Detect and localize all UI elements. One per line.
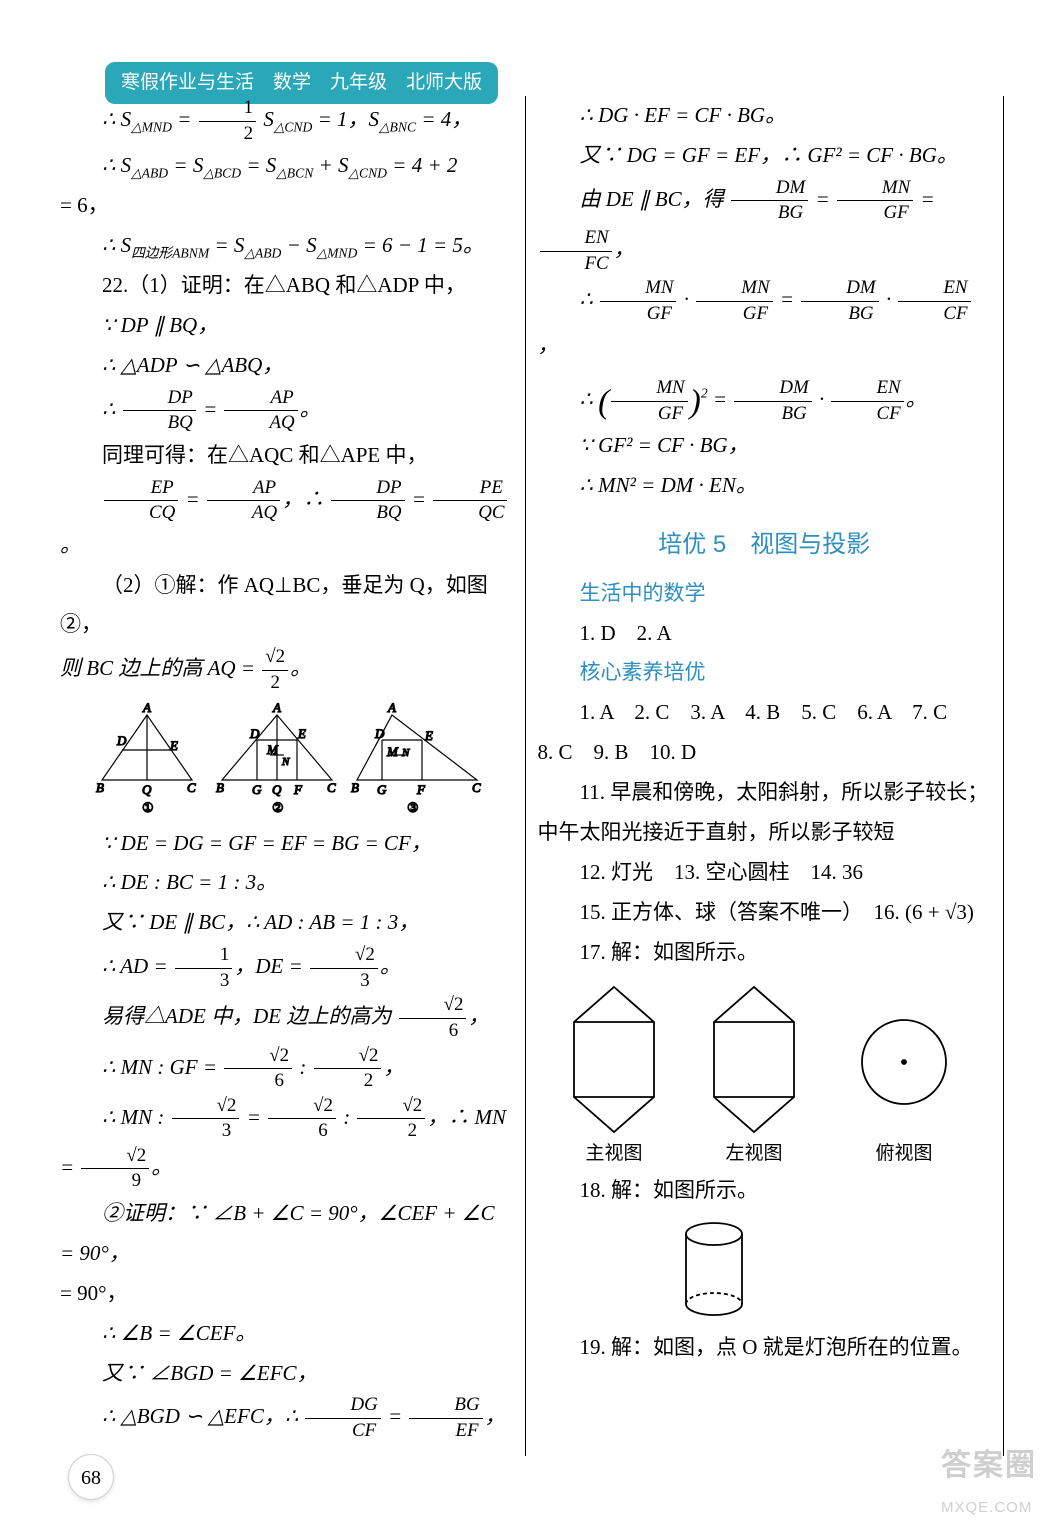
line: 18. 解：如图所示。: [538, 1171, 992, 1211]
line: ∴ DE : BC = 1 : 3。: [60, 863, 514, 903]
svg-text:D: D: [116, 733, 127, 748]
line: ∴ DG · EF = CF · BG。: [538, 96, 992, 136]
svg-text:E: E: [297, 726, 306, 741]
line: ∴ S△ABD = S△BCD = S△BCN + S△CND = 4 + 2: [60, 146, 514, 186]
line: 8. C 9. B 10. D: [538, 733, 992, 773]
svg-text:③: ③: [407, 800, 419, 815]
line: ∴ ∠B = ∠CEF。: [60, 1314, 514, 1354]
line: ∴ DPBQ = APAQ。: [60, 386, 514, 436]
views-figure: 主视图 左视图 俯视图: [544, 977, 984, 1167]
line: ∴ MN : GF = √26 : √22，: [60, 1044, 514, 1094]
svg-text:M: M: [266, 742, 279, 757]
line: 由 DE ∥ BC，得 DMBG = MNGF = ENFC，: [538, 176, 992, 276]
svg-text:左视图: 左视图: [726, 1142, 783, 1164]
line: 又∵ DG = GF = EF，∴ GF² = CF · BG。: [538, 136, 992, 176]
line: 12. 灯光 13. 空心圆柱 14. 36: [538, 853, 992, 893]
svg-text:M: M: [386, 744, 399, 759]
svg-text:A: A: [142, 700, 151, 715]
svg-text:F: F: [293, 782, 303, 797]
line: = 6，: [60, 186, 514, 226]
svg-text:C: C: [327, 780, 336, 795]
svg-text:G: G: [252, 782, 262, 797]
line: 则 BC 边上的高 AQ = √22。: [60, 645, 514, 695]
line: ∴ S四边形ABNM = S△ABD − S△MND = 6 − 1 = 5。: [60, 226, 514, 266]
line: 又∵ DE ∥ BC，∴ AD : AB = 1 : 3，: [60, 903, 514, 943]
line: ∵ GF² = CF · BG，: [538, 426, 992, 466]
line: EPCQ = APAQ，∴ DPBQ = PEQC。: [60, 476, 514, 566]
line: 22.（1）证明：在△ABQ 和△ADP 中，: [60, 266, 514, 306]
svg-text:C: C: [187, 780, 196, 795]
svg-text:E: E: [169, 738, 178, 753]
line: 易得△ADE 中，DE 边上的高为 √26，: [60, 993, 514, 1043]
svg-text:F: F: [416, 782, 426, 797]
svg-text:D: D: [374, 726, 385, 741]
line: ∴ (MNGF)2 = DMBG · ENCF。: [538, 376, 992, 426]
line: 19. 解：如图，点 O 就是灯泡所在的位置。: [538, 1328, 992, 1368]
page-number: 68: [68, 1454, 114, 1500]
svg-text:E: E: [424, 728, 433, 743]
watermark: 答案圈 MXQE.COM: [941, 1437, 1037, 1523]
line: 又∵ ∠BGD = ∠EFC，: [60, 1354, 514, 1394]
section-title: 培优 5 视图与投影: [538, 522, 992, 568]
line: = 90°，: [60, 1274, 514, 1314]
svg-text:主视图: 主视图: [586, 1142, 643, 1164]
content-columns: ∴ S△MND = 12 S△CND = 1，S△BNC = 4， ∴ S△AB…: [60, 96, 991, 1456]
svg-text:俯视图: 俯视图: [876, 1142, 933, 1164]
line: ∵ DE = DG = GF = EF = BG = CF，: [60, 824, 514, 864]
svg-text:A: A: [387, 700, 396, 715]
line: ∴ MN² = DM · EN。: [538, 466, 992, 506]
line: 同理可得：在△AQC 和△APE 中，: [60, 436, 514, 476]
svg-text:N: N: [281, 756, 290, 768]
svg-text:Q: Q: [272, 782, 282, 797]
svg-text:②: ②: [272, 800, 284, 815]
line: ∴ MN : √23 = √26 : √22，∴ MN = √29。: [60, 1094, 514, 1194]
line: ②证明：∵ ∠B + ∠C = 90°，∠CEF + ∠C = 90°，: [60, 1194, 514, 1274]
line: ∵ DP ∥ BQ，: [60, 306, 514, 346]
line: ∴ MNGF · MNGF = DMBG · ENCF，: [538, 276, 992, 366]
line: 17. 解：如图所示。: [538, 933, 992, 973]
svg-text:G: G: [377, 782, 387, 797]
line: 15. 正方体、球（答案不唯一） 16. (6 + √3): [538, 893, 992, 933]
triangles-figure: A D E B Q C ① A D E M N B G Q: [92, 700, 482, 820]
line: 1. D 2. A: [538, 614, 992, 654]
line: ∴ S△MND = 12 S△CND = 1，S△BNC = 4，: [60, 96, 514, 146]
line: 1. A 2. C 3. A 4. B 5. C 6. A 7. C: [538, 693, 992, 733]
svg-text:D: D: [249, 726, 260, 741]
svg-text:B: B: [216, 780, 224, 795]
line: 11. 早晨和傍晚，太阳斜射，所以影子较长；中午太阳光接近于直射，所以影子较短: [538, 773, 992, 853]
svg-text:①: ①: [142, 800, 154, 815]
line: ∴ AD = 13，DE = √23。: [60, 943, 514, 993]
svg-text:B: B: [351, 780, 359, 795]
svg-text:B: B: [96, 780, 104, 795]
line: （2）①解：作 AQ⊥BC，垂足为 Q，如图②，: [60, 566, 514, 646]
cylinder-figure: [664, 1214, 764, 1324]
svg-text:N: N: [401, 747, 410, 759]
svg-text:Q: Q: [142, 782, 152, 797]
line: ∴ △ADP ∽ △ABQ，: [60, 346, 514, 386]
line: ∴ △BGD ∽ △EFC，∴ DGCF = BGEF，: [60, 1393, 514, 1443]
svg-text:C: C: [472, 780, 481, 795]
subheading: 生活中的数学: [538, 574, 992, 614]
svg-text:A: A: [272, 700, 281, 715]
subheading: 核心素养培优: [538, 653, 992, 693]
